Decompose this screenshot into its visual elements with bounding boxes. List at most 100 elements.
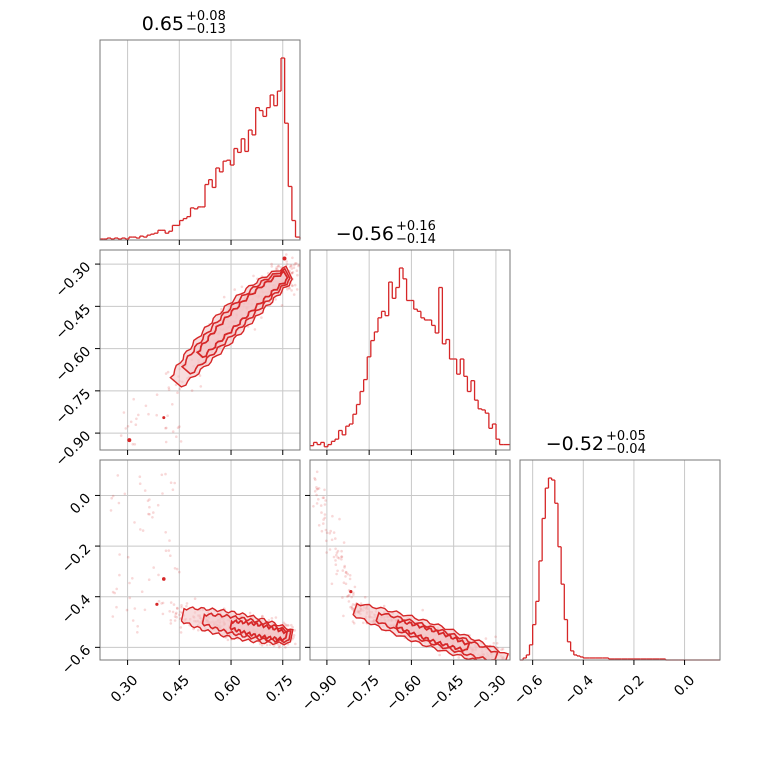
scatter-p1-p2-frame <box>99 249 301 451</box>
sample-point <box>290 284 294 287</box>
title-minus: −0.14 <box>396 232 436 247</box>
panel-title-3: −0.52 +0.05−0.04 <box>546 429 646 457</box>
sample-point <box>147 578 151 581</box>
sample-point <box>156 503 160 507</box>
sample-point <box>289 264 293 267</box>
sample-point <box>258 642 262 646</box>
sample-point <box>286 288 289 291</box>
panel-title-2: −0.56 +0.16−0.14 <box>336 219 436 247</box>
sample-point <box>164 472 167 476</box>
sample-point <box>352 622 356 625</box>
sample-point <box>132 397 135 401</box>
sample-point <box>140 590 144 593</box>
sample-point <box>323 513 327 516</box>
x-tick-label: −0.90 <box>299 672 341 714</box>
sample-point <box>319 504 323 507</box>
sample-point <box>292 636 295 639</box>
sample-point <box>336 556 340 559</box>
x-tick-label: 0.60 <box>211 672 244 705</box>
sample-point <box>143 608 147 612</box>
outlier-point <box>127 438 132 443</box>
hist-frame-1 <box>99 39 301 241</box>
sample-point <box>421 608 425 612</box>
sample-point <box>173 615 177 618</box>
sample-point <box>277 264 280 268</box>
sample-point <box>490 664 493 667</box>
sample-point <box>359 602 363 605</box>
sample-point <box>329 529 333 533</box>
density-group <box>119 253 300 446</box>
sample-point <box>340 555 343 558</box>
sample-point <box>129 420 133 424</box>
sample-point <box>330 582 334 586</box>
sample-point <box>335 553 338 557</box>
sample-point <box>506 668 509 671</box>
sample-point <box>118 573 121 577</box>
sample-point <box>337 556 341 560</box>
x-tick-label: −0.2 <box>612 672 647 707</box>
sample-point <box>178 570 181 574</box>
title-plus: +0.16 <box>396 219 436 234</box>
sample-point <box>169 554 172 557</box>
sample-point <box>175 567 179 571</box>
title-minus: −0.13 <box>186 22 226 37</box>
sample-point <box>166 370 170 374</box>
sample-point <box>171 430 175 433</box>
sample-point <box>152 511 155 514</box>
sample-point <box>348 574 352 577</box>
scatter-p2-p3 <box>310 460 518 671</box>
sample-point <box>133 521 136 524</box>
sample-point <box>131 619 135 622</box>
sample-point <box>148 498 151 501</box>
sample-point <box>167 388 171 391</box>
sample-point <box>165 426 168 430</box>
sample-point <box>343 566 346 569</box>
sample-point <box>499 666 502 669</box>
sample-point <box>515 659 518 662</box>
sample-point <box>144 404 148 408</box>
sample-point <box>495 642 499 645</box>
sample-point <box>351 603 355 606</box>
sample-point <box>328 548 332 551</box>
sample-point <box>291 625 294 629</box>
sample-point <box>476 661 479 664</box>
sample-point <box>512 652 515 655</box>
sample-point <box>169 481 173 485</box>
sample-point <box>288 287 292 290</box>
sample-point <box>292 634 296 637</box>
x-tick-label: −0.4 <box>562 672 597 707</box>
y-tick-label: 0.0 <box>67 490 94 517</box>
sample-point <box>313 477 316 480</box>
sample-point <box>292 266 296 270</box>
sample-point <box>111 615 115 618</box>
sample-point <box>511 665 514 668</box>
sample-point <box>512 665 515 668</box>
sample-point <box>123 492 127 496</box>
hist-panel-3 <box>520 460 720 661</box>
panel-title-1: 0.65 +0.08−0.13 <box>142 9 226 37</box>
sample-point <box>291 271 295 274</box>
sample-point <box>295 288 299 291</box>
sample-point <box>115 605 118 609</box>
sample-point <box>164 372 168 375</box>
sample-point <box>480 666 483 669</box>
sample-point <box>282 621 286 625</box>
sample-point <box>294 262 297 265</box>
sample-point <box>226 638 230 642</box>
sample-point <box>172 603 176 606</box>
sample-point <box>332 531 336 534</box>
sample-point <box>284 624 288 627</box>
sample-point <box>136 631 139 634</box>
sample-point <box>220 307 223 311</box>
sample-point <box>134 423 138 427</box>
sample-point <box>488 661 491 664</box>
sample-point <box>353 603 357 607</box>
sample-point <box>117 501 121 505</box>
sample-point <box>167 386 171 389</box>
sample-point <box>152 566 155 569</box>
sample-point <box>342 581 346 584</box>
sample-point <box>335 551 339 555</box>
sample-point <box>161 612 165 616</box>
sample-point <box>351 608 354 611</box>
hist-panel-1 <box>100 40 301 240</box>
